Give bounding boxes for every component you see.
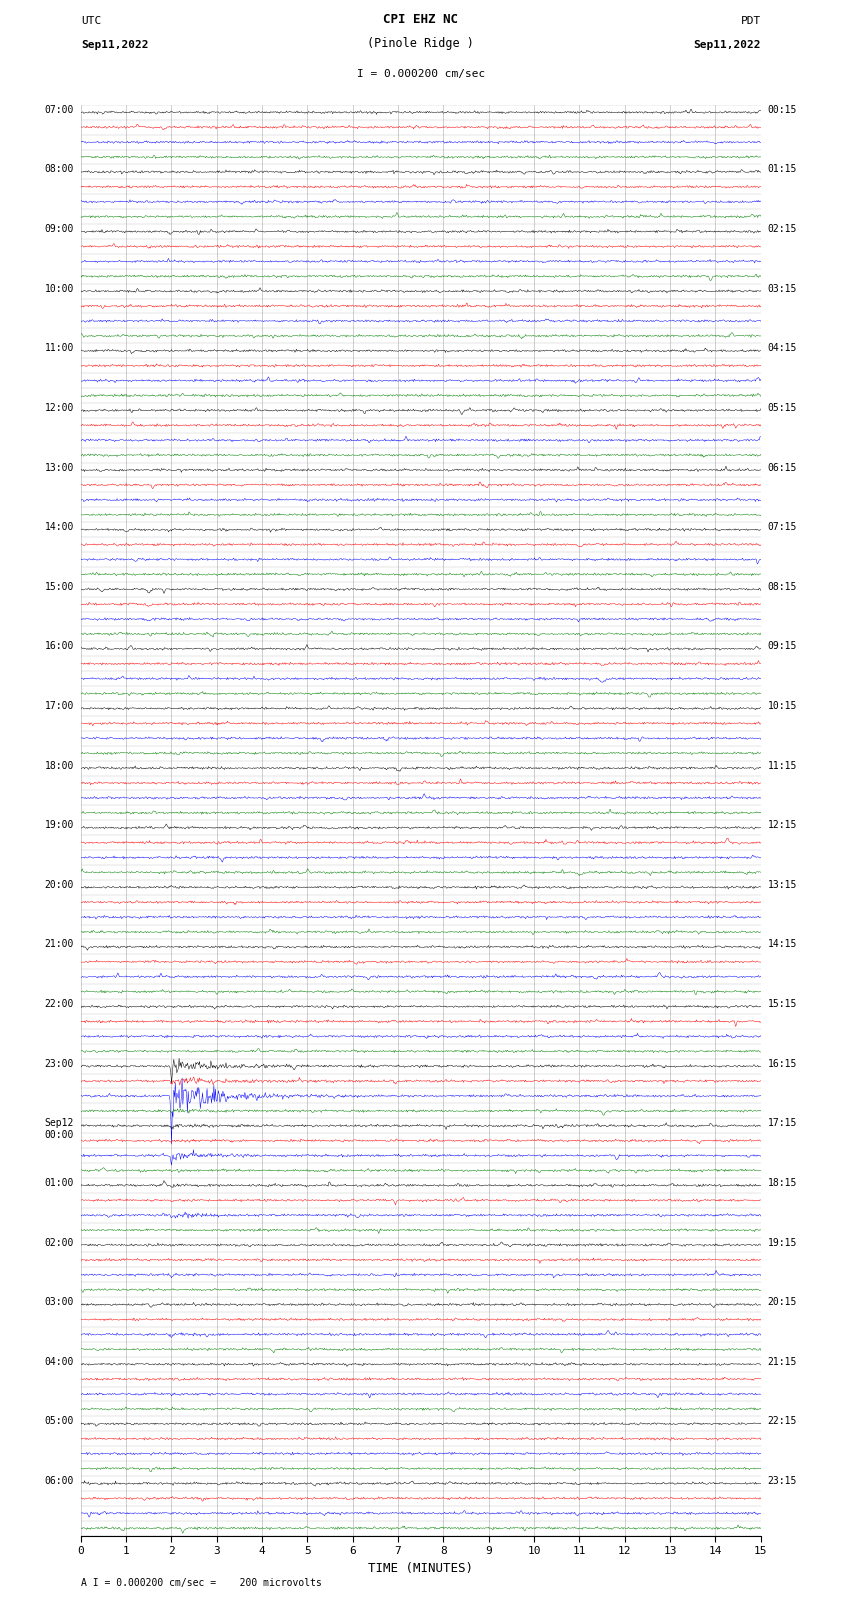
Text: 00:15: 00:15 bbox=[768, 105, 797, 115]
Text: PDT: PDT bbox=[740, 16, 761, 26]
Text: 23:15: 23:15 bbox=[768, 1476, 797, 1486]
Text: 01:00: 01:00 bbox=[44, 1177, 74, 1187]
Text: 21:15: 21:15 bbox=[768, 1357, 797, 1366]
Text: 06:15: 06:15 bbox=[768, 463, 797, 473]
Text: 03:00: 03:00 bbox=[44, 1297, 74, 1307]
Text: 09:15: 09:15 bbox=[768, 642, 797, 652]
Text: 03:15: 03:15 bbox=[768, 284, 797, 294]
Text: 11:15: 11:15 bbox=[768, 761, 797, 771]
Text: 14:15: 14:15 bbox=[768, 939, 797, 950]
Text: 08:15: 08:15 bbox=[768, 582, 797, 592]
Text: 13:00: 13:00 bbox=[44, 463, 74, 473]
Text: Sep11,2022: Sep11,2022 bbox=[694, 40, 761, 50]
Text: 14:00: 14:00 bbox=[44, 523, 74, 532]
Text: Sep11,2022: Sep11,2022 bbox=[81, 40, 148, 50]
Text: 12:15: 12:15 bbox=[768, 821, 797, 831]
Text: 02:15: 02:15 bbox=[768, 224, 797, 234]
Text: 15:15: 15:15 bbox=[768, 998, 797, 1010]
Text: 18:15: 18:15 bbox=[768, 1177, 797, 1187]
Text: 15:00: 15:00 bbox=[44, 582, 74, 592]
Text: CPI EHZ NC: CPI EHZ NC bbox=[383, 13, 458, 26]
Text: 16:00: 16:00 bbox=[44, 642, 74, 652]
Text: UTC: UTC bbox=[81, 16, 101, 26]
Text: 10:00: 10:00 bbox=[44, 284, 74, 294]
Text: A I = 0.000200 cm/sec =    200 microvolts: A I = 0.000200 cm/sec = 200 microvolts bbox=[81, 1579, 321, 1589]
Text: 06:00: 06:00 bbox=[44, 1476, 74, 1486]
Text: 22:00: 22:00 bbox=[44, 998, 74, 1010]
Text: 04:15: 04:15 bbox=[768, 344, 797, 353]
Text: 07:15: 07:15 bbox=[768, 523, 797, 532]
Text: 13:15: 13:15 bbox=[768, 879, 797, 890]
Text: 19:15: 19:15 bbox=[768, 1237, 797, 1247]
Text: Sep12
00:00: Sep12 00:00 bbox=[44, 1118, 74, 1140]
Text: 07:00: 07:00 bbox=[44, 105, 74, 115]
Text: 21:00: 21:00 bbox=[44, 939, 74, 950]
Text: 04:00: 04:00 bbox=[44, 1357, 74, 1366]
Text: 12:00: 12:00 bbox=[44, 403, 74, 413]
Text: 17:15: 17:15 bbox=[768, 1118, 797, 1127]
Text: 22:15: 22:15 bbox=[768, 1416, 797, 1426]
Text: 09:00: 09:00 bbox=[44, 224, 74, 234]
Text: 20:15: 20:15 bbox=[768, 1297, 797, 1307]
Text: 16:15: 16:15 bbox=[768, 1058, 797, 1069]
Text: 10:15: 10:15 bbox=[768, 702, 797, 711]
Text: 05:15: 05:15 bbox=[768, 403, 797, 413]
X-axis label: TIME (MINUTES): TIME (MINUTES) bbox=[368, 1561, 473, 1574]
Text: 19:00: 19:00 bbox=[44, 821, 74, 831]
Text: 02:00: 02:00 bbox=[44, 1237, 74, 1247]
Text: 23:00: 23:00 bbox=[44, 1058, 74, 1069]
Text: 20:00: 20:00 bbox=[44, 879, 74, 890]
Text: 08:00: 08:00 bbox=[44, 165, 74, 174]
Text: 18:00: 18:00 bbox=[44, 761, 74, 771]
Text: 05:00: 05:00 bbox=[44, 1416, 74, 1426]
Text: I = 0.000200 cm/sec: I = 0.000200 cm/sec bbox=[357, 69, 484, 79]
Text: 01:15: 01:15 bbox=[768, 165, 797, 174]
Text: 17:00: 17:00 bbox=[44, 702, 74, 711]
Text: 11:00: 11:00 bbox=[44, 344, 74, 353]
Text: (Pinole Ridge ): (Pinole Ridge ) bbox=[367, 37, 474, 50]
